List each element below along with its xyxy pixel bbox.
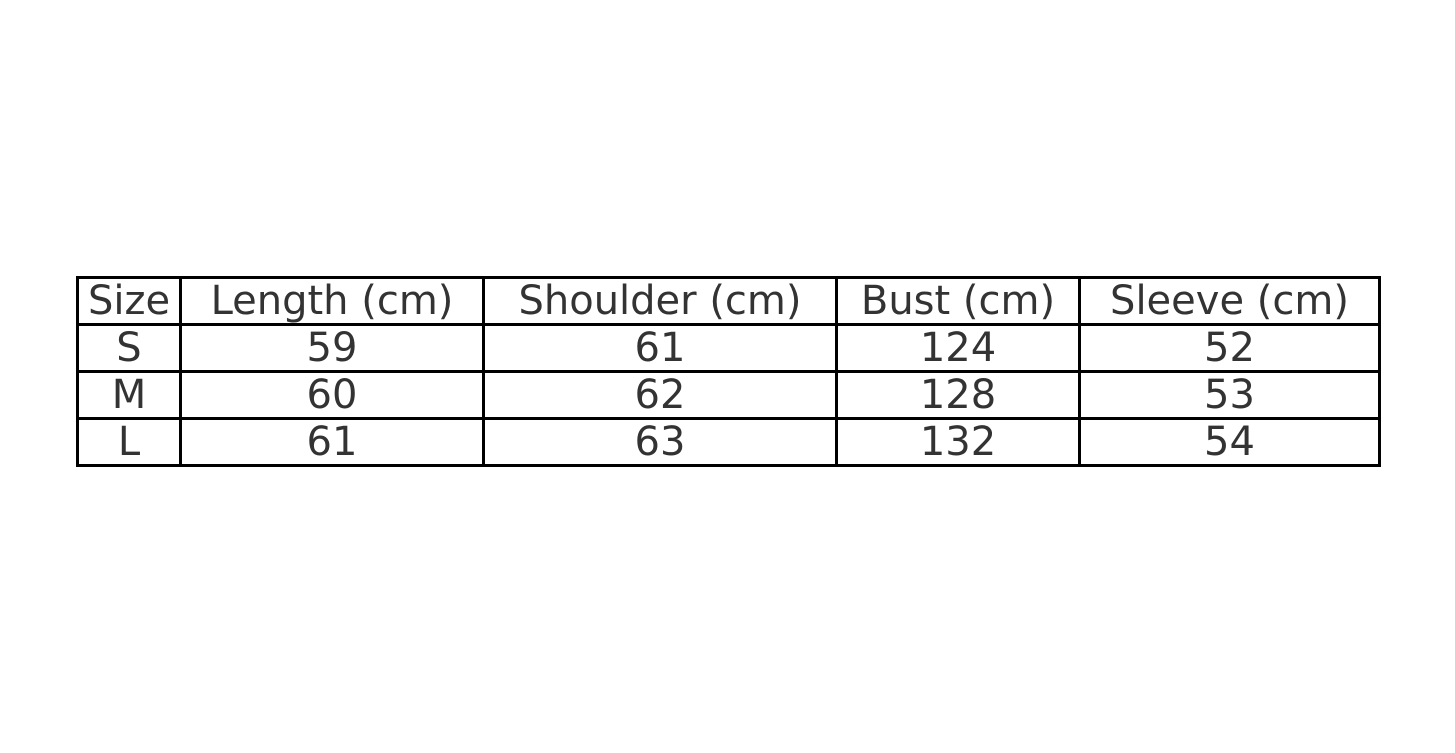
table-row: M 60 62 128 53 [76, 370, 1381, 420]
table-cell: 53 [1078, 370, 1381, 420]
size-chart-table: Size Length (cm) Shoulder (cm) Bust (cm) Sle… [76, 276, 1381, 467]
table-cell: 128 [835, 370, 1081, 420]
column-header: Shoulder (cm) [482, 276, 838, 326]
table-cell: S [76, 323, 182, 373]
table-cell: 62 [482, 370, 838, 420]
column-header: Sleeve (cm) [1078, 276, 1381, 326]
table-row: L 61 63 132 54 [76, 417, 1381, 467]
table-cell: 54 [1078, 417, 1381, 467]
table-cell: 60 [179, 370, 485, 420]
table-cell: 61 [179, 417, 485, 467]
table-row: S 59 61 124 52 [76, 323, 1381, 373]
table-cell: L [76, 417, 182, 467]
table-cell: 63 [482, 417, 838, 467]
header-row: Size Length (cm) Shoulder (cm) Bust (cm) Sle… [76, 276, 1381, 326]
table-cell: 52 [1078, 323, 1381, 373]
table-cell: 59 [179, 323, 485, 373]
table-cell: 124 [835, 323, 1081, 373]
column-header: Bust (cm) [835, 276, 1081, 326]
column-header: Length (cm) [179, 276, 485, 326]
table-cell: 61 [482, 323, 838, 373]
column-header: Size [76, 276, 182, 326]
table-cell: M [76, 370, 182, 420]
table-cell: 132 [835, 417, 1081, 467]
